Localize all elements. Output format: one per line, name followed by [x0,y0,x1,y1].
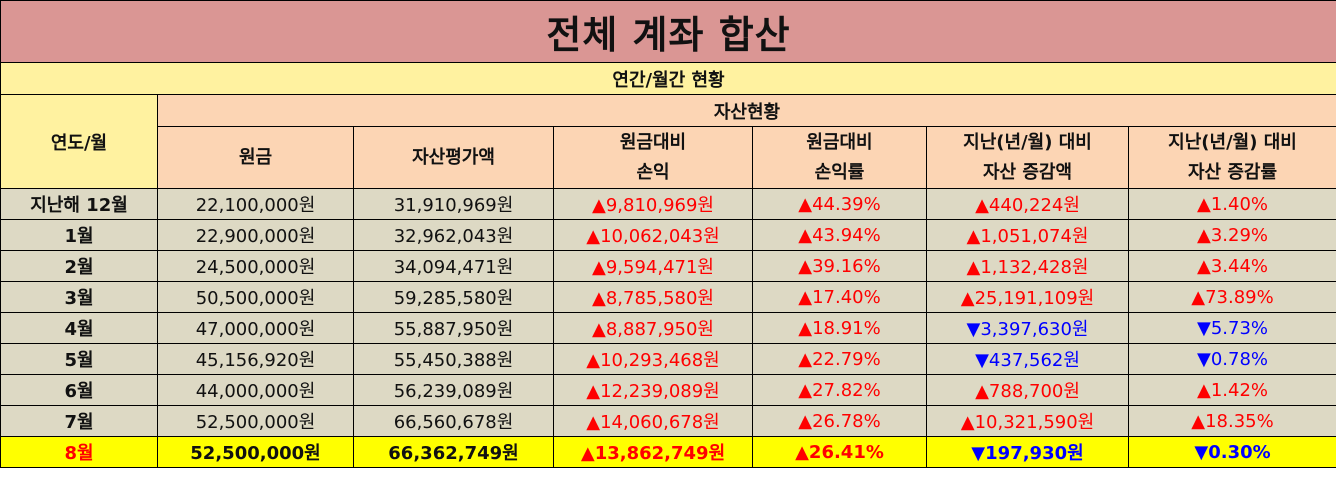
profit-rate-cell: ▲27.82% [752,374,927,406]
current-month-row: 8월 52,500,000원 66,362,749원 ▲13,862,749원 ▲26.… [0,436,1336,468]
profit-cell: ▲8,887,950원 [553,312,753,344]
asset-value-cell: 66,560,678원 [353,405,554,437]
asset-value-cell: 59,285,580원 [353,281,554,313]
table-row: 6월 44,000,000원 56,239,089원 ▲12,239,089원 ▲27.… [0,374,1336,406]
profit-cell: ▲12,239,089원 [553,374,753,406]
change-rate-cell: ▲3.44% [1127,250,1336,282]
page-title: 전체 계좌 합산 [0,0,1336,63]
change-rate-cell: ▲18.35% [1127,405,1336,437]
row-label: 2월 [0,250,158,282]
row-label: 지난해 12월 [0,188,158,220]
change-amount-cell: ▼437,562원 [926,343,1129,375]
asset-value-cell: 31,910,969원 [353,188,554,220]
profit-cell: ▲10,062,043원 [553,219,753,251]
principal-cell: 24,500,000원 [157,250,354,282]
section-subtitle: 연간/월간 현황 [0,62,1336,95]
principal-cell: 45,156,920원 [157,343,354,375]
row-label: 5월 [0,343,158,375]
profit-rate-cell: ▲26.78% [752,405,927,437]
change-rate-cell: ▲1.40% [1127,188,1336,220]
change-amount-cell: ▲1,051,074원 [926,219,1129,251]
asset-value-cell: 55,887,950원 [353,312,554,344]
profit-rate-cell: ▲43.94% [752,219,927,251]
principal-cell: 22,900,000원 [157,219,354,251]
profit-rate-cell: ▲26.41% [752,436,927,468]
profit-cell: ▲9,810,969원 [553,188,753,220]
principal-cell: 22,100,000원 [157,188,354,220]
principal-cell: 52,500,000원 [157,405,354,437]
table-row: 1월 22,900,000원 32,962,043원 ▲10,062,043원 ▲43.… [0,219,1336,251]
table-row: 4월 47,000,000원 55,887,950원 ▲8,887,950원 ▲18.9… [0,312,1336,344]
table-row: 5월 45,156,920원 55,450,388원 ▲10,293,468원 ▲22.… [0,343,1336,375]
column-header-line1: 지난(년/월) 대비 [963,131,1092,153]
change-rate-cell: ▼0.30% [1127,436,1336,468]
principal-cell: 50,500,000원 [157,281,354,313]
change-amount-cell: ▼3,397,630원 [926,312,1129,344]
profit-cell: ▲10,293,468원 [553,343,753,375]
change-amount-cell: ▲788,700원 [926,374,1129,406]
profit-rate-cell: ▲22.79% [752,343,927,375]
profit-cell: ▲8,785,580원 [553,281,753,313]
profit-rate-cell: ▲44.39% [752,188,927,220]
profit-rate-cell: ▲39.16% [752,250,927,282]
principal-cell: 47,000,000원 [157,312,354,344]
asset-value-cell: 34,094,471원 [353,250,554,282]
change-rate-cell: ▲1.42% [1127,374,1336,406]
column-header-line2: 손익률 [814,161,865,183]
profit-rate-cell: ▲17.40% [752,281,927,313]
change-amount-cell: ▲440,224원 [926,188,1129,220]
table-row: 7월 52,500,000원 66,560,678원 ▲14,060,678원 ▲26.… [0,405,1336,437]
row-label: 7월 [0,405,158,437]
asset-value-cell: 55,450,388원 [353,343,554,375]
change-rate-cell: ▼0.78% [1127,343,1336,375]
column-header-principal: 원금 [157,126,354,189]
profit-rate-cell: ▲18.91% [752,312,927,344]
principal-cell: 52,500,000원 [157,436,354,468]
year-month-header: 연도/월 [0,94,158,189]
principal-cell: 44,000,000원 [157,374,354,406]
change-amount-cell: ▼197,930원 [926,436,1129,468]
profit-cell: ▲14,060,678원 [553,405,753,437]
table-row: 2월 24,500,000원 34,094,471원 ▲9,594,471원 ▲39.1… [0,250,1336,282]
asset-status-header: 자산현황 [156,94,1336,127]
change-rate-cell: ▲73.89% [1127,281,1336,313]
profit-cell: ▲13,862,749원 [553,436,753,468]
table-row: 지난해 12월 22,100,000원 31,910,969원 ▲9,810,969원… [0,188,1336,220]
row-label: 3월 [0,281,158,313]
table-row: 3월 50,500,000원 59,285,580원 ▲8,785,580원 ▲17.4… [0,281,1336,313]
row-label: 4월 [0,312,158,344]
column-header-line2: 손익 [636,161,670,183]
column-header-line1: 자산평가액 [412,146,495,168]
change-amount-cell: ▲25,191,109원 [926,281,1129,313]
column-header-line1: 원금 [238,146,273,168]
profit-cell: ▲9,594,471원 [553,250,753,282]
column-header-line2: 자산 증감액 [982,161,1073,183]
row-label: 1월 [0,219,158,251]
column-header-line1: 원금대비 [619,131,687,153]
column-header-line2: 자산 증감률 [1187,161,1278,183]
change-amount-cell: ▲1,132,428원 [926,250,1129,282]
change-amount-cell: ▲10,321,590원 [926,405,1129,437]
asset-value-cell: 32,962,043원 [353,219,554,251]
row-label: 8월 [0,436,158,468]
asset-value-cell: 56,239,089원 [353,374,554,406]
change-rate-cell: ▼5.73% [1127,312,1336,344]
column-header-asset-value: 자산평가액 [353,126,554,189]
column-header-line1: 지난(년/월) 대비 [1168,131,1297,153]
asset-value-cell: 66,362,749원 [353,436,554,468]
row-label: 6월 [0,374,158,406]
column-header-line1: 원금대비 [806,131,873,153]
change-rate-cell: ▲3.29% [1127,219,1336,251]
